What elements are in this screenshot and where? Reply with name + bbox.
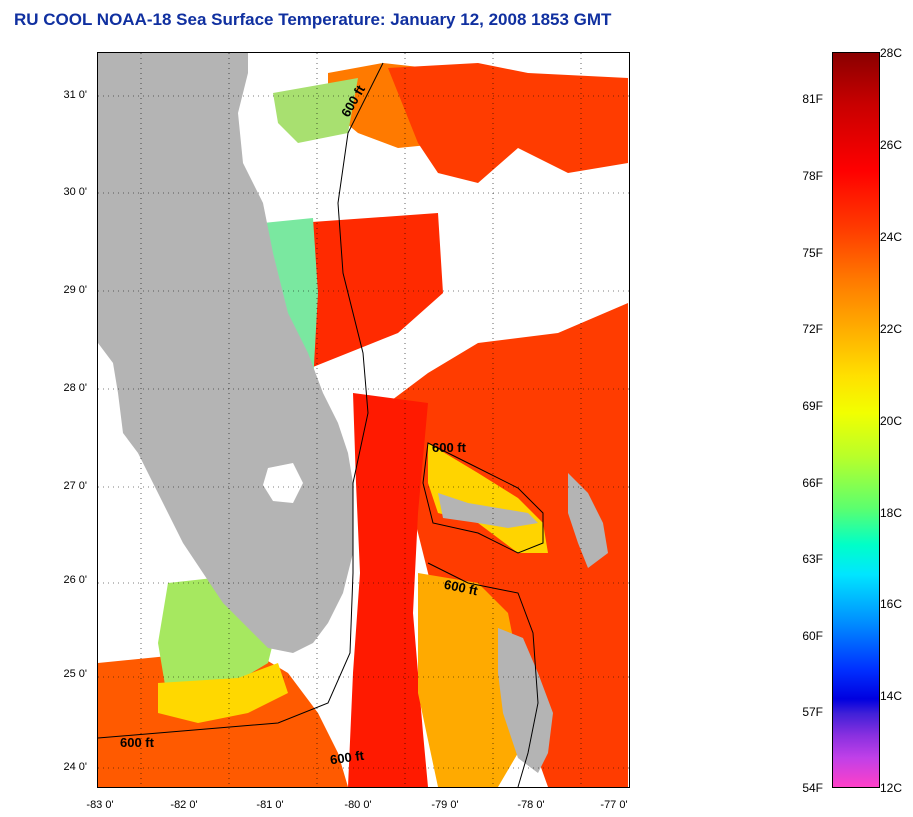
sst-field xyxy=(98,63,628,787)
colorbar-f-label: 66F xyxy=(802,476,823,490)
florida-peninsula xyxy=(98,53,353,653)
sst-patch-mid xyxy=(288,213,443,373)
colorbar-c-label: 12C xyxy=(880,781,903,795)
temperature-colorbar xyxy=(832,52,880,788)
lat-tick-label: 27 0' xyxy=(63,480,87,492)
lat-tick-label: 25 0' xyxy=(63,668,87,680)
lon-tick-label: -81 0' xyxy=(256,799,284,811)
lat-tick-label: 31 0' xyxy=(63,89,87,101)
colorbar-f-label: 54F xyxy=(802,781,823,795)
colorbar-f-label: 72F xyxy=(802,322,823,336)
lon-tick-label: -80 0' xyxy=(344,799,372,811)
isobath-lines xyxy=(98,62,544,787)
graticule xyxy=(98,53,629,787)
sst-patch-keys-warm xyxy=(158,663,288,723)
colorbar-c-label: 22C xyxy=(880,322,903,336)
colorbar-f-label: 75F xyxy=(802,246,823,260)
lon-tick-label: -79 0' xyxy=(431,799,459,811)
lat-tick-label: 24 0' xyxy=(63,761,87,773)
colorbar-f-label: 63F xyxy=(802,552,823,566)
lon-tick-label: -78 0' xyxy=(517,799,545,811)
lat-tick-label: 28 0' xyxy=(63,382,87,394)
lat-tick-label: 29 0' xyxy=(63,284,87,296)
colorbar-c-label: 26C xyxy=(880,138,903,152)
colorbar-c-label: 18C xyxy=(880,506,903,520)
andros-island xyxy=(498,628,553,773)
colorbar-c-label: 24C xyxy=(880,230,903,244)
colorbar-c-label: 20C xyxy=(880,414,903,428)
sst-patch-coast-cool xyxy=(263,218,318,383)
colorbar-f-label: 57F xyxy=(802,705,823,719)
colorbar-f-label: 60F xyxy=(802,629,823,643)
sst-map-canvas xyxy=(98,53,629,787)
colorbar-f-label: 81F xyxy=(802,92,823,106)
colorbar-f-label: 69F xyxy=(802,399,823,413)
colorbar-c-label: 14C xyxy=(880,689,903,703)
lat-tick-label: 26 0' xyxy=(63,574,87,586)
map-title: RU COOL NOAA-18 Sea Surface Temperature:… xyxy=(14,10,612,29)
colorbar-f-label: 78F xyxy=(802,169,823,183)
sst-patch-nw-cool xyxy=(273,78,358,143)
land xyxy=(98,53,608,773)
sst-map xyxy=(97,52,630,788)
lon-tick-label: -82 0' xyxy=(170,799,198,811)
abaco-island xyxy=(568,473,608,568)
lake-okeechobee xyxy=(263,463,303,503)
sst-patch-south-bank xyxy=(418,573,528,787)
isobath-label: 600 ft xyxy=(120,735,154,750)
isobath-label: 600 ft xyxy=(432,440,466,455)
colorbar-c-label: 16C xyxy=(880,597,903,611)
colorbar-c-label: 28C xyxy=(880,46,903,60)
grand-bahama xyxy=(438,493,538,528)
lon-tick-label: -83 0' xyxy=(86,799,114,811)
isobath-florida xyxy=(98,62,384,739)
sst-patch-gulfstream xyxy=(348,393,428,787)
isobath-bahamas xyxy=(422,442,544,554)
lon-tick-label: -77 0' xyxy=(600,799,628,811)
isobath-south xyxy=(427,562,539,787)
lat-tick-label: 30 0' xyxy=(63,186,87,198)
sst-patch-ne xyxy=(388,63,628,183)
